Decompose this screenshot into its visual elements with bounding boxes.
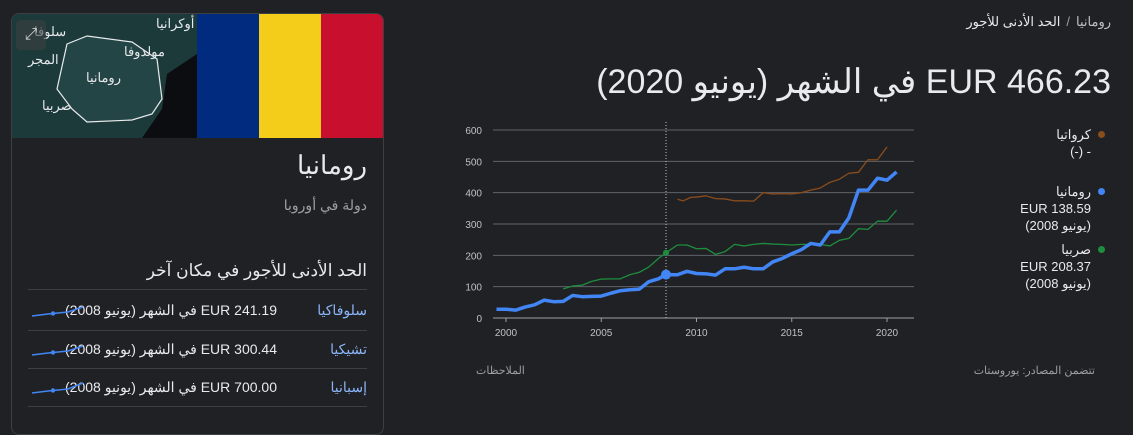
map-label: أوكرانيا <box>156 16 195 31</box>
expand-icon[interactable]: ⤢ <box>16 20 46 50</box>
divider <box>28 330 367 331</box>
y-tick-label: 600 <box>465 126 482 137</box>
series-line-صربيا <box>562 209 898 290</box>
legend-dot <box>1098 131 1105 138</box>
x-tick-label: 2015 <box>781 328 804 339</box>
country-link[interactable]: سلوفاكيا <box>317 302 367 318</box>
map-outline <box>56 35 197 138</box>
country-link[interactable]: تشيكيا <box>330 341 367 357</box>
sparkline <box>31 306 84 317</box>
legend-item-romania[interactable]: رومانيا EUR 138.59 (يونيو 2008) <box>1020 183 1105 234</box>
sparkline <box>31 382 84 394</box>
y-tick-label: 100 <box>465 283 482 294</box>
legend-name: صربيا <box>1061 242 1091 257</box>
legend-item-croatia[interactable]: كرواتيا - (-) <box>1056 126 1105 160</box>
list-item[interactable]: تشيكيا EUR 300.44 في الشهر (يونيو 2008) <box>28 331 367 369</box>
hover-point <box>663 249 670 256</box>
country-link[interactable]: إسبانيا <box>330 379 368 395</box>
wage-value: EUR 700.00 في الشهر (يونيو 2008) <box>65 379 277 395</box>
flag-image[interactable] <box>197 14 383 138</box>
wage-value: EUR 241.19 في الشهر (يونيو 2008) <box>65 302 277 318</box>
sources-text: تتضمن المصادر: يوروستات <box>973 365 1095 377</box>
breadcrumb-parent[interactable]: رومانيا <box>1076 14 1111 29</box>
y-tick-label: 200 <box>465 251 482 262</box>
card-title: رومانيا <box>297 150 367 180</box>
legend-value: EUR 138.59 <box>1020 201 1091 216</box>
x-tick-label: 2020 <box>876 328 899 339</box>
legend-item-serbia[interactable]: صربيا EUR 208.37 (يونيو 2008) <box>1020 241 1105 292</box>
series-line-كرواتيا <box>677 146 888 202</box>
divider <box>28 406 367 407</box>
map-label: مولدوفا <box>124 44 165 59</box>
y-tick-label: 400 <box>465 189 482 200</box>
sparkline <box>31 345 84 356</box>
flag-stripe-yellow <box>259 14 321 138</box>
legend-date: (يونيو 2008) <box>1025 218 1091 233</box>
legend-value: - (-) <box>1070 144 1091 159</box>
country-card: أوكرانيا سلوفا مولدوفا المجر رومانيا صرب… <box>11 13 384 435</box>
breadcrumb-separator: / <box>1066 14 1071 29</box>
legend-dot <box>1098 188 1105 195</box>
card-subtitle: دولة في أوروبا <box>283 197 367 213</box>
line-chart[interactable]: 0 100 200 300 400 500 600 2000 2005 2010 2015 2020 <box>440 110 930 350</box>
y-tick-label: 500 <box>465 157 482 168</box>
breadcrumb-current: الحد الأدنى للأجور <box>966 14 1061 29</box>
list-item[interactable]: إسبانيا EUR 700.00 في الشهر (يونيو 2008) <box>28 369 367 407</box>
x-tick-label: 2000 <box>495 328 518 339</box>
flag-stripe-blue <box>197 14 259 138</box>
divider <box>28 368 367 369</box>
wage-value: EUR 300.44 في الشهر (يونيو 2008) <box>65 341 277 357</box>
page-title: EUR 466.23 في الشهر (يونيو 2020) <box>596 63 1111 101</box>
map-label: صربيا <box>42 98 72 113</box>
hover-point <box>661 269 672 280</box>
legend-dot <box>1098 246 1105 253</box>
breadcrumb: رومانيا / الحد الأدنى للأجور <box>966 14 1111 30</box>
x-tick-label: 2005 <box>590 328 613 339</box>
divider <box>28 289 367 290</box>
y-tick-label: 300 <box>465 220 482 231</box>
list-item[interactable]: سلوفاكيا EUR 241.19 في الشهر (يونيو 2008… <box>28 292 367 330</box>
map-thumbnail[interactable]: أوكرانيا سلوفا مولدوفا المجر رومانيا صرب… <box>12 14 197 138</box>
flag-stripe-red <box>321 14 383 138</box>
legend-name: رومانيا <box>1056 184 1091 199</box>
map-label: المجر <box>28 52 59 67</box>
y-tick-label: 0 <box>476 314 482 325</box>
legend-name: كرواتيا <box>1056 127 1091 142</box>
map-label: رومانيا <box>86 70 121 85</box>
series-line-رومانيا <box>496 170 898 312</box>
x-tick-label: 2010 <box>685 328 708 339</box>
legend-value: EUR 208.37 <box>1020 259 1091 274</box>
notes-link[interactable]: الملاحظات <box>476 365 525 377</box>
legend-date: (يونيو 2008) <box>1025 276 1091 291</box>
other-places-heading: الحد الأدنى للأجور في مكان آخر <box>146 261 367 280</box>
